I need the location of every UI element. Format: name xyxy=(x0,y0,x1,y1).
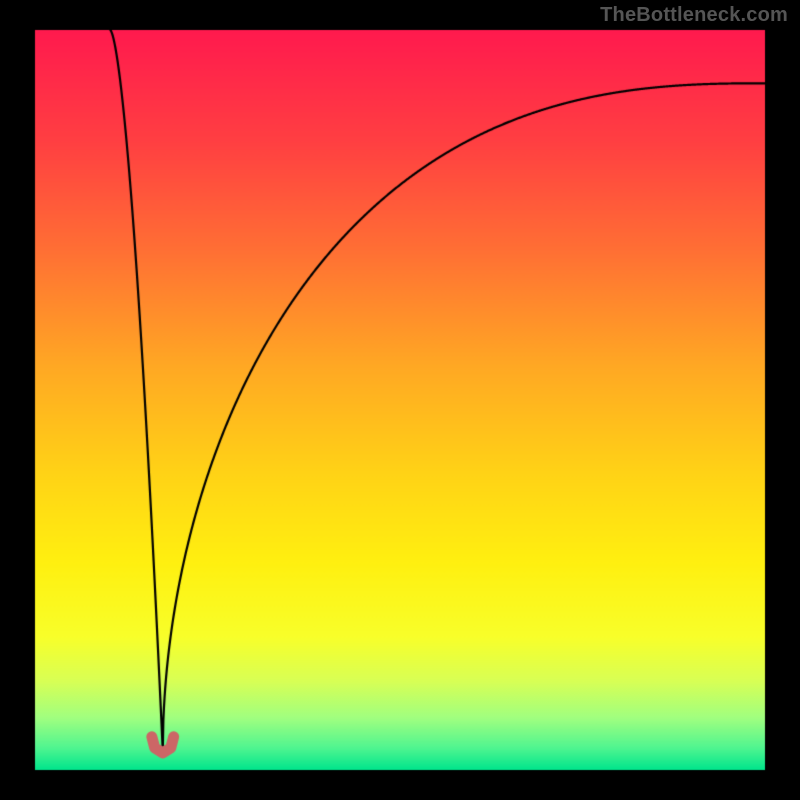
bottleneck-chart-canvas xyxy=(0,0,800,800)
watermark-text: TheBottleneck.com xyxy=(600,4,788,27)
chart-container: TheBottleneck.com xyxy=(0,0,800,800)
